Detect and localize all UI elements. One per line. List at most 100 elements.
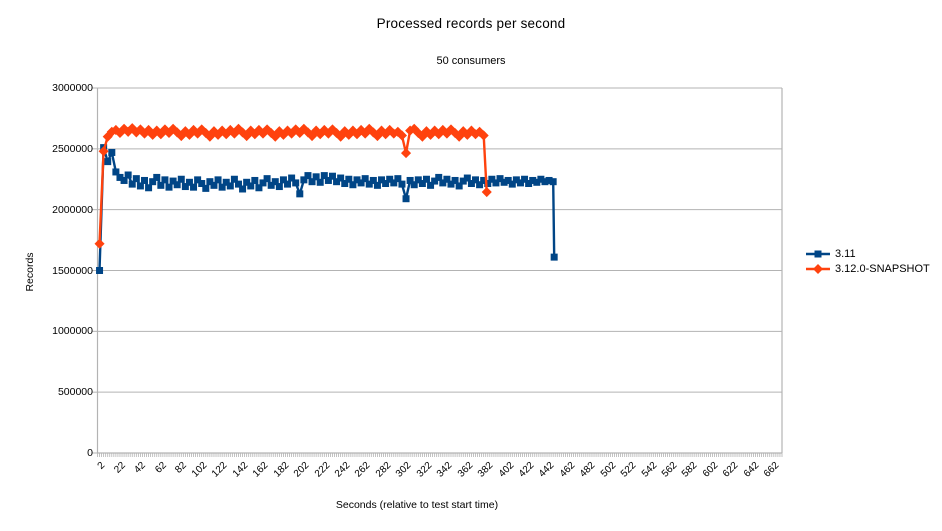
data-point-square: [365, 180, 373, 188]
data-point-square: [247, 182, 255, 190]
data-point-square: [320, 172, 328, 180]
data-point-diamond: [294, 127, 305, 139]
y-tick-label: 1000000: [52, 325, 93, 338]
data-point-square: [349, 181, 357, 189]
data-point-square: [124, 171, 132, 179]
data-point-square: [288, 174, 296, 182]
data-point-square: [545, 176, 553, 184]
data-point-square: [234, 180, 242, 188]
data-point-square: [153, 173, 161, 181]
data-point-square: [132, 175, 140, 183]
data-point-square: [328, 172, 336, 180]
data-point-square: [190, 183, 198, 191]
data-point-square: [267, 181, 275, 189]
data-point-square: [165, 183, 173, 191]
data-point-diamond: [429, 125, 440, 136]
data-point-square: [239, 185, 247, 193]
data-point-diamond: [98, 146, 109, 157]
data-point-diamond: [262, 124, 273, 135]
data-point-square: [406, 176, 414, 184]
data-point-square: [472, 176, 480, 184]
data-point-square: [496, 175, 504, 183]
data-point-square: [300, 176, 308, 184]
data-point-square: [541, 178, 549, 186]
data-point-square: [279, 176, 287, 184]
data-point-square: [341, 180, 349, 188]
data-point-diamond: [253, 124, 264, 136]
data-point-square: [136, 182, 144, 190]
data-point-square: [402, 195, 410, 203]
data-point-square: [549, 178, 557, 186]
data-point-square: [161, 176, 169, 184]
data-point-square: [96, 267, 104, 274]
data-point-square: [418, 180, 426, 188]
data-point-square: [108, 148, 116, 156]
data-point-square: [304, 172, 312, 180]
data-point-square: [324, 176, 332, 184]
legend-entry-3.12.0-SNAPSHOT: 3.12.0-SNAPSHOT: [806, 261, 930, 276]
y-tick-label: 1500000: [52, 264, 93, 277]
data-point-diamond: [372, 131, 383, 142]
data-point-square: [390, 179, 398, 187]
data-point-square: [361, 175, 369, 183]
data-point-square: [312, 173, 320, 181]
data-point-diamond: [400, 148, 412, 159]
data-point-square: [353, 176, 361, 184]
data-point-square: [516, 179, 524, 187]
data-point-square: [500, 178, 508, 186]
data-point-square: [292, 179, 300, 187]
data-point-square: [104, 158, 112, 166]
data-point-square: [410, 181, 418, 189]
y-tick-label: 0: [87, 447, 93, 459]
data-point-square: [431, 177, 439, 185]
y-tick-label: 2500000: [52, 142, 93, 155]
data-point-diamond: [249, 129, 260, 140]
data-point-square: [296, 190, 304, 198]
data-point-square: [467, 180, 475, 188]
data-point-diamond: [466, 125, 477, 136]
data-point-diamond: [298, 123, 309, 134]
data-point-diamond: [376, 125, 387, 136]
data-point-square: [145, 184, 153, 192]
data-point-diamond: [384, 124, 395, 136]
data-point-diamond: [311, 125, 322, 136]
data-point-diamond: [339, 126, 350, 137]
y-tick-label: 500000: [57, 386, 93, 399]
data-point-square: [422, 175, 430, 183]
data-point-square: [492, 179, 500, 187]
data-point-square: [525, 180, 533, 188]
data-point-square: [202, 184, 210, 192]
data-point-diamond: [450, 127, 461, 139]
legend-entry-3.11: 3.11: [806, 246, 930, 261]
data-point-diamond: [351, 129, 363, 140]
legend: 3.11 3.12.0-SNAPSHOT: [806, 246, 930, 276]
data-point-square: [194, 176, 202, 184]
data-point-square: [521, 175, 529, 183]
data-point-square: [263, 175, 271, 183]
data-point-square: [414, 176, 422, 184]
data-point-square: [357, 179, 365, 187]
data-point-square: [128, 180, 136, 188]
data-point-square: [550, 253, 558, 261]
data-point-square: [140, 176, 148, 184]
chart-subtitle: 50 consumers: [436, 55, 506, 67]
data-point-square: [333, 178, 341, 186]
data-point-square: [169, 177, 177, 185]
data-point-square: [427, 181, 435, 189]
legend-marker-icon: [806, 263, 830, 274]
data-point-square: [382, 180, 390, 188]
data-point-square: [386, 175, 394, 183]
data-point-diamond: [396, 130, 407, 141]
x-axis-title: Seconds (relative to test start time): [335, 499, 499, 511]
data-point-square: [463, 174, 471, 182]
y-tick-label: 3000000: [52, 82, 93, 94]
data-point-diamond: [405, 125, 416, 136]
data-point-square: [210, 181, 218, 189]
data-point-square: [373, 181, 381, 189]
data-point-square: [284, 180, 292, 188]
data-point-square: [451, 176, 459, 184]
data-point-square: [476, 181, 484, 189]
data-point-square: [214, 176, 222, 184]
data-point-diamond: [327, 124, 338, 135]
